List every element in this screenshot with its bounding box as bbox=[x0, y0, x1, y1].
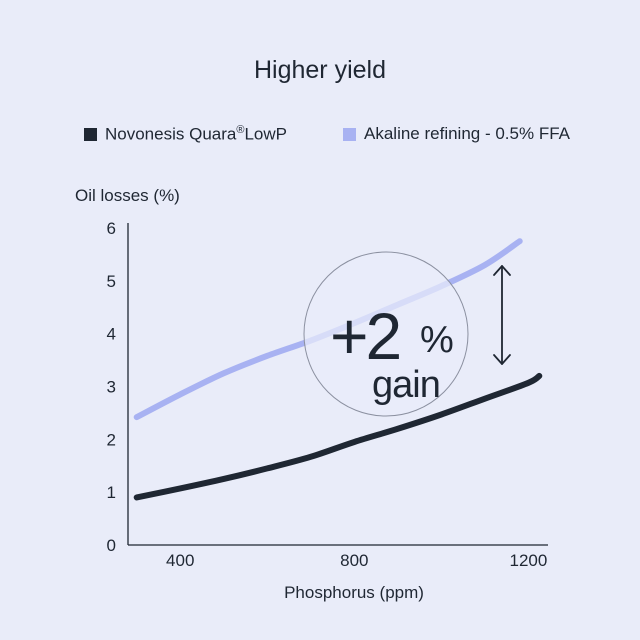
legend-label-quara: Novonesis Quara®LowP bbox=[105, 124, 287, 144]
y-tick-label: 0 bbox=[107, 536, 116, 555]
x-tick-label: 400 bbox=[166, 551, 194, 570]
gain-callout: +2 % gain bbox=[303, 251, 469, 417]
x-tick-label: 1200 bbox=[510, 551, 548, 570]
gain-circle bbox=[303, 251, 469, 417]
gain-value: +2 bbox=[330, 299, 400, 373]
legend-item-alkaline: Akaline refining - 0.5% FFA bbox=[343, 124, 570, 144]
double-arrow-icon bbox=[493, 265, 511, 365]
x-ticks: 400 800 1200 bbox=[166, 551, 547, 570]
y-axis-label: Oil losses (%) bbox=[75, 186, 180, 205]
legend-swatch-alkaline bbox=[343, 127, 356, 141]
gain-label: gain bbox=[372, 364, 440, 406]
y-tick-label: 3 bbox=[107, 378, 116, 397]
y-tick-label: 1 bbox=[107, 483, 116, 502]
y-tick-label: 5 bbox=[107, 272, 116, 291]
legend-label-alkaline: Akaline refining - 0.5% FFA bbox=[364, 124, 570, 143]
chart-title: Higher yield bbox=[253, 56, 386, 84]
legend-item-quara: Novonesis Quara®LowP bbox=[84, 124, 287, 145]
y-ticks: 0 1 2 3 4 5 6 bbox=[107, 219, 116, 555]
legend-swatch-quara bbox=[84, 127, 97, 141]
gain-unit: % bbox=[420, 319, 454, 361]
x-tick-label: 800 bbox=[340, 551, 368, 570]
x-axis-label: Phosphorus (ppm) bbox=[284, 583, 424, 602]
y-tick-label: 4 bbox=[107, 325, 116, 344]
series-line-quara bbox=[133, 372, 543, 501]
y-tick-label: 2 bbox=[107, 430, 116, 449]
y-tick-label: 6 bbox=[107, 219, 116, 238]
